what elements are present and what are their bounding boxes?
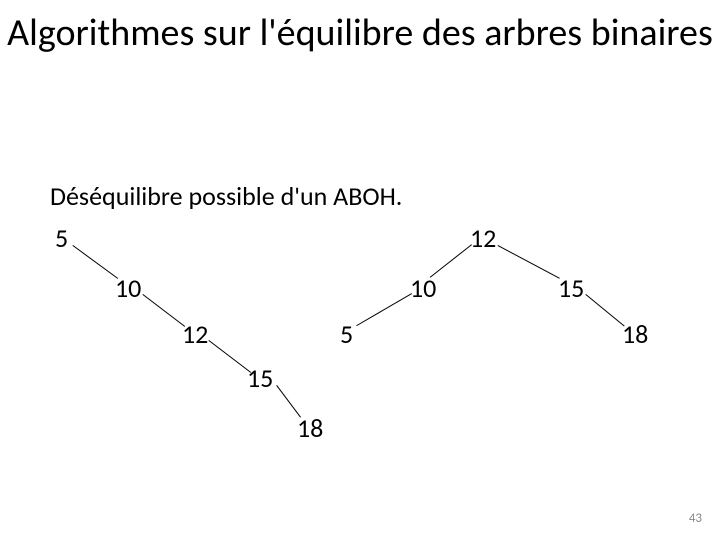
left-tree-node: 10 <box>115 272 141 304</box>
right-tree-node: 5 <box>340 318 353 350</box>
right-tree-node: 12 <box>470 222 496 254</box>
page-number: 43 <box>689 511 702 526</box>
right-tree-node: 18 <box>622 318 648 350</box>
left-tree-edge <box>142 294 185 327</box>
right-tree-edge <box>498 245 560 279</box>
right-tree-node: 10 <box>410 272 436 304</box>
left-tree-edge <box>72 245 118 279</box>
left-tree-node: 18 <box>297 412 323 444</box>
left-tree-node: 15 <box>247 362 273 394</box>
right-tree-node: 15 <box>558 272 584 304</box>
left-tree-node: 12 <box>182 318 208 350</box>
slide-title: Algorithmes sur l'équilibre des arbres b… <box>0 12 720 56</box>
slide: Algorithmes sur l'équilibre des arbres b… <box>0 0 720 540</box>
right-tree-edge <box>585 294 625 327</box>
right-tree-edge <box>357 293 412 326</box>
slide-subtitle: Déséquilibre possible d'un ABOH. <box>50 180 402 212</box>
left-tree-node: 5 <box>55 222 68 254</box>
left-tree-edge <box>208 340 251 373</box>
